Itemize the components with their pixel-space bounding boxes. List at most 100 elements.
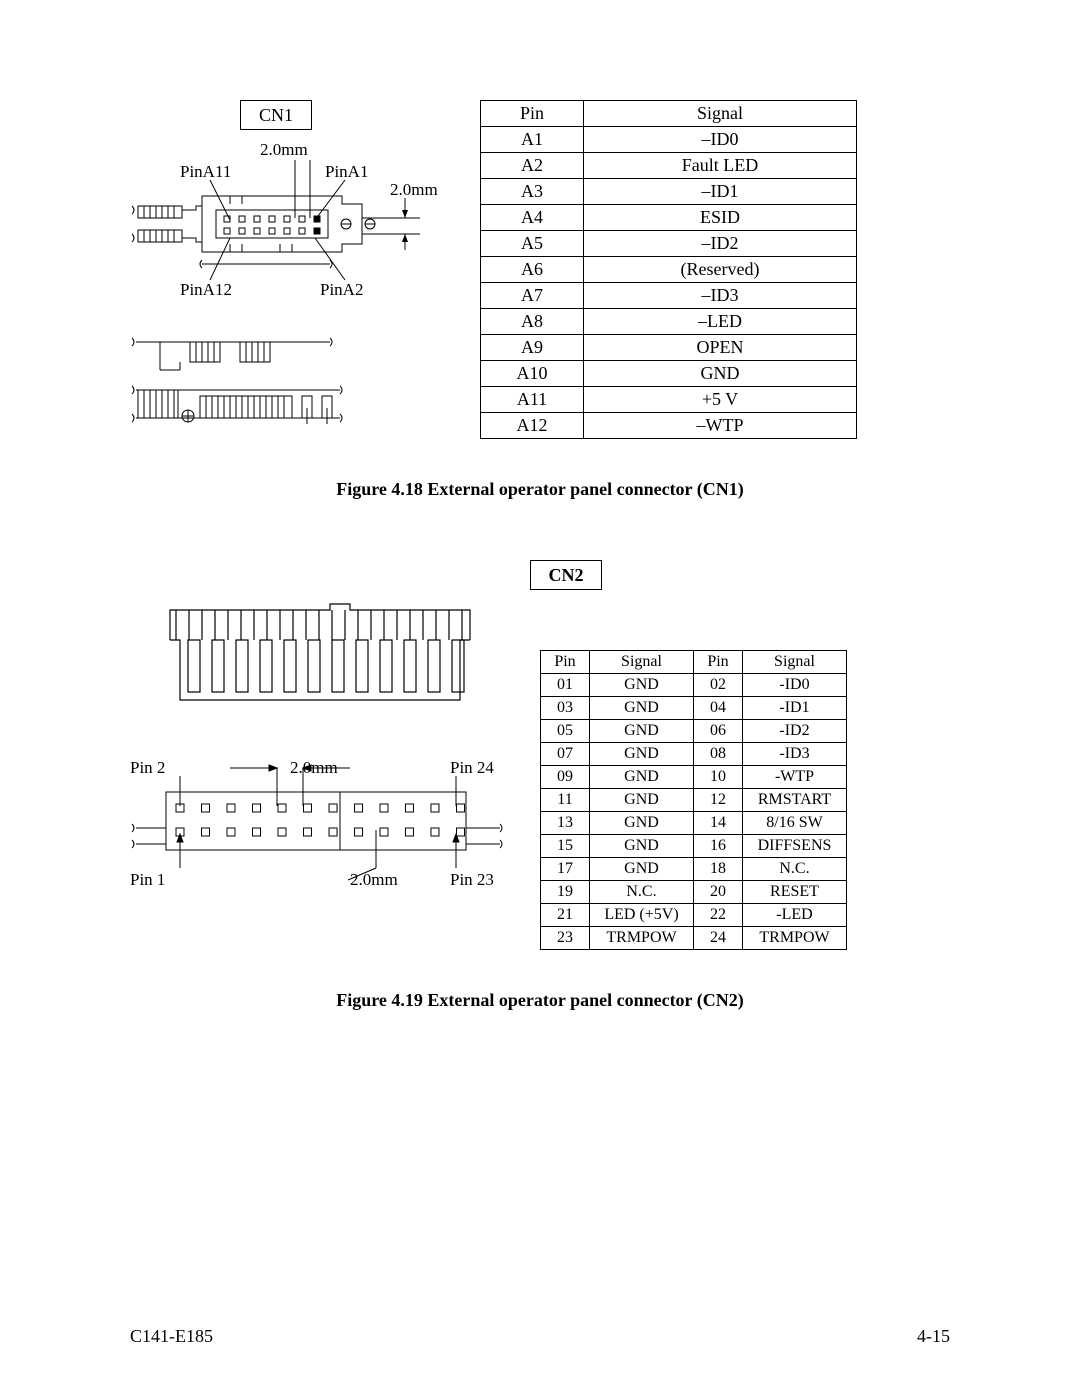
cn2-table-row: 09GND10-WTP <box>541 766 847 789</box>
cn2-th-pin1: Pin <box>541 651 590 674</box>
cn1-table-row: A10GND <box>481 361 857 387</box>
cn2-cell-signal: -ID0 <box>743 674 847 697</box>
cn2-cell-signal: TRMPOW <box>590 927 694 950</box>
cn1-box-label: CN1 <box>240 100 312 130</box>
cn2-cell-signal: -ID2 <box>743 720 847 743</box>
cn1-cell-pin: A8 <box>481 309 584 335</box>
cn2-cell-pin: 24 <box>694 927 743 950</box>
cn1-cell-pin: A11 <box>481 387 584 413</box>
cn2-cell-signal: GND <box>590 674 694 697</box>
cn1-cell-signal: –ID0 <box>584 127 857 153</box>
cn1-cell-signal: OPEN <box>584 335 857 361</box>
cn1-top-svg <box>130 140 450 310</box>
cn1-cell-pin: A12 <box>481 413 584 439</box>
cn2-cell-pin: 09 <box>541 766 590 789</box>
cn2-cell-signal: GND <box>590 743 694 766</box>
cn2-cell-pin: 17 <box>541 858 590 881</box>
cn2-section: Pin 2 2.0mm Pin 24 Pin 1 2.0mm Pin 23 <box>130 600 950 950</box>
cn2-table-row: 05GND06-ID2 <box>541 720 847 743</box>
footer-right: 4-15 <box>917 1326 950 1347</box>
cn1-cell-pin: A6 <box>481 257 584 283</box>
cn2-cell-pin: 23 <box>541 927 590 950</box>
cn2-table-row: 13GND148/16 SW <box>541 812 847 835</box>
cn1-cell-signal: GND <box>584 361 857 387</box>
cn1-table-row: A12–WTP <box>481 413 857 439</box>
cn1-table-row: A2Fault LED <box>481 153 857 179</box>
cn2-cell-pin: 22 <box>694 904 743 927</box>
cn1-diagram-top: 2.0mm PinA11 PinA1 2.0mm PinA12 PinA2 <box>130 140 450 310</box>
cn2-cell-signal: -ID3 <box>743 743 847 766</box>
cn2-cell-pin: 05 <box>541 720 590 743</box>
cn2-cell-signal: N.C. <box>743 858 847 881</box>
cn1-table-row: A1–ID0 <box>481 127 857 153</box>
cn1-cell-signal: (Reserved) <box>584 257 857 283</box>
cn2-diagram-top <box>130 600 510 740</box>
cn2-cell-signal: GND <box>590 720 694 743</box>
cn2-top-svg <box>130 600 510 740</box>
cn2-th-pin2: Pin <box>694 651 743 674</box>
cn2-diagram-bottom: Pin 2 2.0mm Pin 24 Pin 1 2.0mm Pin 23 <box>130 750 530 910</box>
cn2-cell-signal: -LED <box>743 904 847 927</box>
cn2-cell-pin: 01 <box>541 674 590 697</box>
cn2-table-row: 01GND02-ID0 <box>541 674 847 697</box>
cn2-cell-signal: TRMPOW <box>743 927 847 950</box>
cn2-cell-signal: GND <box>590 835 694 858</box>
cn2-cell-pin: 04 <box>694 697 743 720</box>
cn2-cell-pin: 03 <box>541 697 590 720</box>
cn2-th-sig2: Signal <box>743 651 847 674</box>
cn2-cell-signal: RMSTART <box>743 789 847 812</box>
cn1-cell-pin: A9 <box>481 335 584 361</box>
cn2-caption: Figure 4.19 External operator panel conn… <box>130 990 950 1011</box>
cn1-cell-pin: A7 <box>481 283 584 309</box>
cn2-table-row: 19N.C.20RESET <box>541 881 847 904</box>
cn2-table-row: 03GND04-ID1 <box>541 697 847 720</box>
cn2-cell-pin: 08 <box>694 743 743 766</box>
cn2-table-row: 17GND18N.C. <box>541 858 847 881</box>
cn2-cell-pin: 18 <box>694 858 743 881</box>
cn2-cell-signal: LED (+5V) <box>590 904 694 927</box>
cn1-cell-signal: +5 V <box>584 387 857 413</box>
cn2-table-row: 15GND16DIFFSENS <box>541 835 847 858</box>
cn1-cell-signal: Fault LED <box>584 153 857 179</box>
cn1-table-row: A11+5 V <box>481 387 857 413</box>
cn2-table-row: 21LED (+5V)22-LED <box>541 904 847 927</box>
cn1-th-pin: Pin <box>481 101 584 127</box>
cn2-cell-pin: 12 <box>694 789 743 812</box>
cn1-th-signal: Signal <box>584 101 857 127</box>
cn1-cell-signal: –ID1 <box>584 179 857 205</box>
cn2-cell-pin: 13 <box>541 812 590 835</box>
cn2-table-row: 23TRMPOW24TRMPOW <box>541 927 847 950</box>
cn2-cell-signal: GND <box>590 697 694 720</box>
cn2-bottom-svg <box>130 750 530 910</box>
cn2-cell-pin: 14 <box>694 812 743 835</box>
footer: C141-E185 4-15 <box>130 1326 950 1347</box>
cn1-cell-signal: –WTP <box>584 413 857 439</box>
cn2-cell-signal: RESET <box>743 881 847 904</box>
cn1-table-row: A7–ID3 <box>481 283 857 309</box>
cn2-table-row: 07GND08-ID3 <box>541 743 847 766</box>
cn2-cell-pin: 15 <box>541 835 590 858</box>
cn1-cell-pin: A10 <box>481 361 584 387</box>
cn1-pin-table: Pin Signal A1–ID0A2Fault LEDA3–ID1A4ESID… <box>480 100 857 439</box>
cn2-cell-pin: 20 <box>694 881 743 904</box>
cn2-table-row: 11GND12RMSTART <box>541 789 847 812</box>
cn1-cell-pin: A5 <box>481 231 584 257</box>
cn1-diagram-side <box>130 330 430 430</box>
cn2-th-sig1: Signal <box>590 651 694 674</box>
cn2-cell-pin: 11 <box>541 789 590 812</box>
cn2-cell-signal: GND <box>590 766 694 789</box>
cn2-cell-signal: 8/16 SW <box>743 812 847 835</box>
cn2-cell-signal: GND <box>590 812 694 835</box>
cn2-cell-signal: -WTP <box>743 766 847 789</box>
cn2-cell-pin: 06 <box>694 720 743 743</box>
cn1-table-row: A3–ID1 <box>481 179 857 205</box>
cn2-cell-signal: DIFFSENS <box>743 835 847 858</box>
cn2-box-label: CN2 <box>530 560 602 590</box>
cn2-cell-pin: 19 <box>541 881 590 904</box>
cn1-section: CN1 2.0mm PinA11 PinA1 2.0mm PinA12 PinA… <box>130 100 950 439</box>
cn2-cell-pin: 02 <box>694 674 743 697</box>
cn2-cell-pin: 07 <box>541 743 590 766</box>
cn1-cell-pin: A3 <box>481 179 584 205</box>
cn1-diagram-column: CN1 2.0mm PinA11 PinA1 2.0mm PinA12 PinA… <box>130 100 470 430</box>
cn1-side-svg <box>130 330 430 430</box>
